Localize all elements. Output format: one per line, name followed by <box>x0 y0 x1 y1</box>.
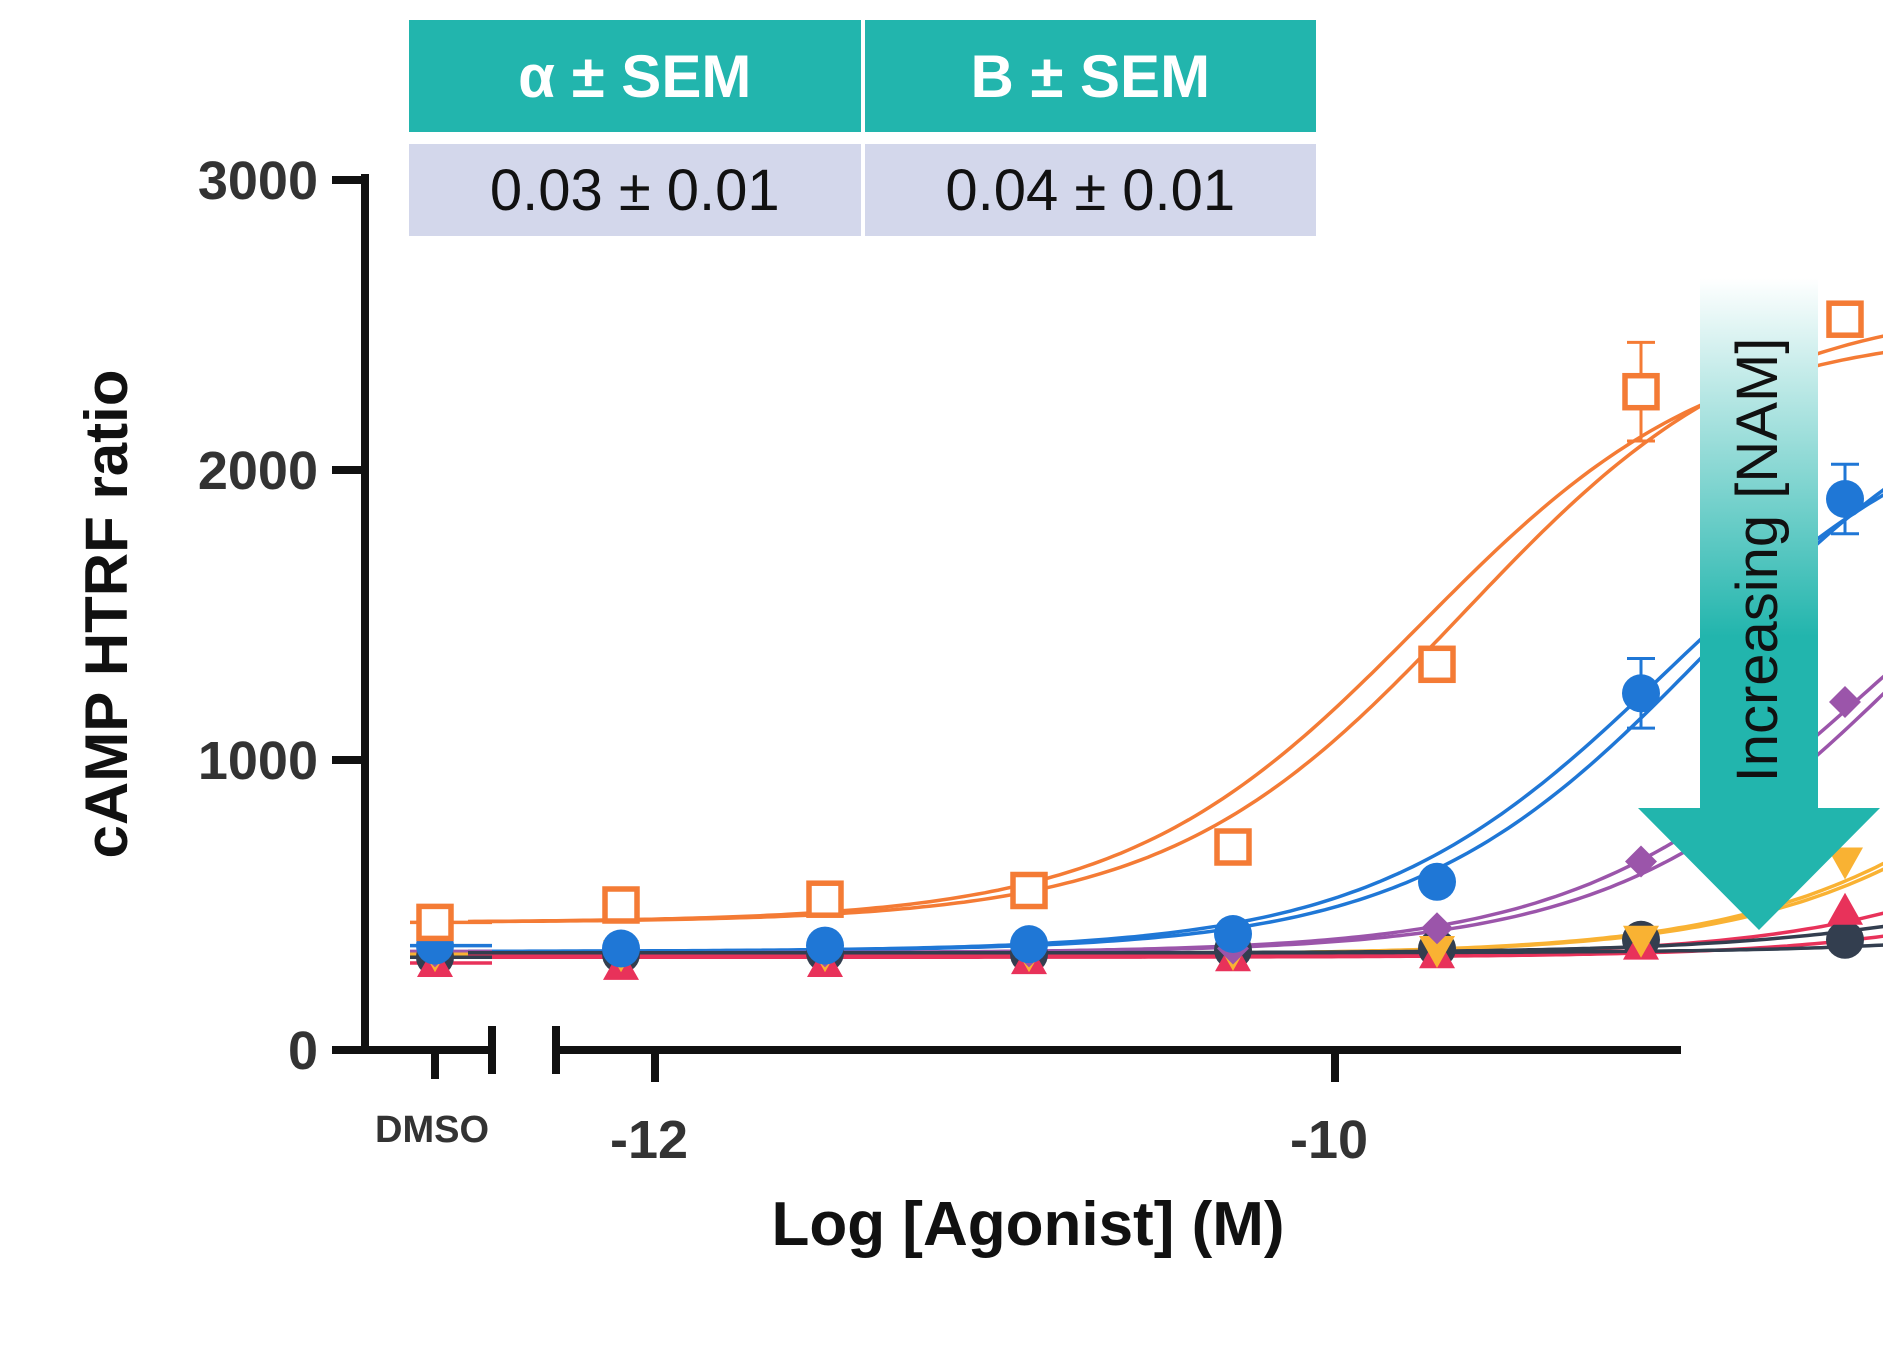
data-point-0-3 <box>1214 828 1252 866</box>
x-axis-title: Log [Agonist] (M) <box>771 1190 1284 1259</box>
data-point-2-6 <box>1829 686 1861 718</box>
fit-curve-0-0 <box>467 350 1883 924</box>
data-point-2-4 <box>1421 912 1453 945</box>
fit-curve-3-1 <box>468 867 1883 957</box>
fit-curve-2-0 <box>468 674 1883 955</box>
y-axis-title: cAMP HTRF ratio <box>73 370 140 859</box>
axes <box>361 174 1681 1079</box>
fit-curve-2-1 <box>468 691 1883 955</box>
data-point-1-0 <box>602 929 640 968</box>
nam-arrow-label: Increasing [NAM] <box>1725 338 1790 783</box>
fit-curve-1-1 <box>468 488 1883 954</box>
data-point-0-4 <box>1418 645 1456 684</box>
x-ticks: -12-10-8-6 <box>610 1050 1368 1170</box>
data-point-4-6 <box>1827 892 1863 925</box>
b-value: 0.04 ± 0.01 <box>864 144 1316 236</box>
b-header: B ± SEM <box>864 20 1316 132</box>
data-point-2-5 <box>1625 845 1657 878</box>
alpha-value: 0.03 ± 0.01 <box>409 144 861 236</box>
x-tick-label-0: -12 <box>610 1110 688 1170</box>
data-point-1-4 <box>1418 862 1456 901</box>
data-point-1-2 <box>1010 925 1048 964</box>
fit-curves <box>410 334 1883 965</box>
parameter-table-header-row: α ± SEM B ± SEM <box>409 20 1316 132</box>
data-point-5-6 <box>1826 920 1864 959</box>
fit-curve-4-0 <box>468 934 1883 959</box>
data-point-0-5 <box>1622 372 1660 411</box>
data-point-1-6 <box>1826 480 1864 518</box>
data-point-0-1 <box>806 880 844 918</box>
data-point-3-6 <box>1827 847 1863 880</box>
parameter-table-value-row: 0.03 ± 0.01 0.04 ± 0.01 <box>409 144 1316 236</box>
data-point-0-0 <box>602 886 640 924</box>
y-tick-label-1000: 1000 <box>198 731 318 791</box>
data-point-0-6 <box>1826 300 1864 338</box>
x-tick-label-1: -10 <box>1290 1110 1368 1170</box>
fit-curve-3-0 <box>468 861 1883 957</box>
data-point-1-1 <box>806 926 844 965</box>
y-tick-label-3000: 3000 <box>198 151 318 211</box>
data-point-1-5 <box>1622 674 1660 713</box>
data-point-0-2 <box>1010 871 1048 910</box>
nam-arrow: Increasing [NAM] <box>1638 278 1880 930</box>
data-point-3-5 <box>1623 925 1659 958</box>
y-tick-label-0: 0 <box>288 1021 318 1081</box>
data-point-1-3 <box>1214 915 1252 953</box>
nam-arrow-shape <box>1638 278 1880 930</box>
alpha-header: α ± SEM <box>409 20 861 132</box>
y-ticks: 0 1000 2000 3000 <box>198 151 365 1081</box>
fit-curve-1-0 <box>468 493 1883 953</box>
parameter-table: α ± SEM B ± SEM 0.03 ± 0.01 0.04 ± 0.01 <box>405 8 1320 248</box>
y-tick-label-2000: 2000 <box>198 441 318 501</box>
data-markers <box>416 300 1864 980</box>
data-point-3-4 <box>1419 935 1455 968</box>
fit-curve-5-1 <box>468 943 1883 955</box>
fit-curve-0-1 <box>467 334 1883 924</box>
dmso-point-0 <box>416 903 454 942</box>
dmso-tick-label: DMSO <box>375 1109 489 1151</box>
